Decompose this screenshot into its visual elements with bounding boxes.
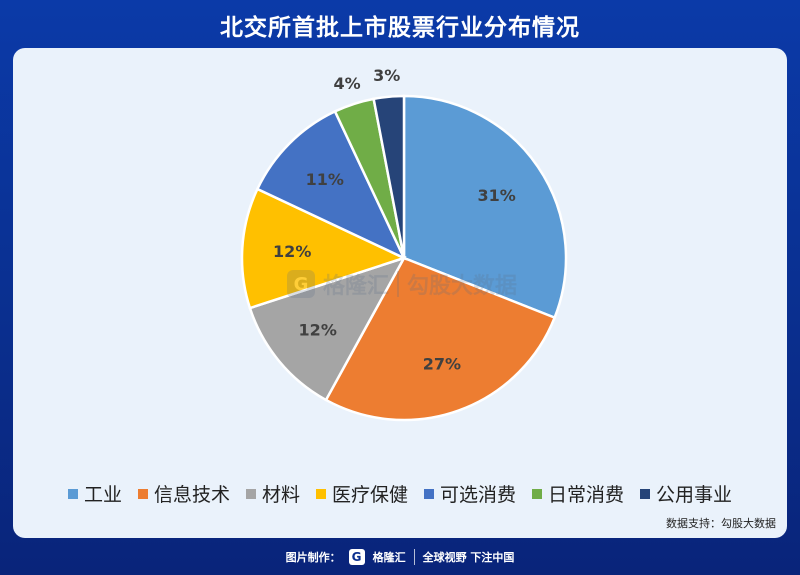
watermark: G 格隆汇 勾股大数据 xyxy=(287,268,517,300)
slice-label-2: 27% xyxy=(423,354,461,373)
slice-label-3: 12% xyxy=(299,320,337,339)
legend-swatch-7 xyxy=(640,488,651,499)
watermark-divider xyxy=(397,271,400,297)
legend-swatch-2 xyxy=(137,488,148,499)
legend-swatch-5 xyxy=(424,488,434,499)
watermark-brand: 格隆汇 xyxy=(323,274,390,299)
slice-label-5: 11% xyxy=(306,170,344,189)
chart-legend: 工业 信息技术 材料 医疗保健 可选消费 日常消费 公用事业 xyxy=(0,480,800,507)
pie-slice-7 xyxy=(372,94,406,259)
legend-label-5: 可选消费 xyxy=(440,484,517,506)
legend-label-6: 日常消费 xyxy=(548,484,625,506)
legend-swatch-1 xyxy=(67,488,78,499)
pie-slice-1 xyxy=(402,94,568,320)
legend-swatch-3 xyxy=(245,488,256,499)
legend-item-6: 日常消费 xyxy=(532,480,624,507)
footer-brand: 格隆汇 xyxy=(372,551,406,564)
chart-title: 北交所首批上市股票行业分布情况 xyxy=(220,15,580,41)
slice-label-4: 12% xyxy=(273,242,311,261)
legend-item-4: 医疗保健 xyxy=(315,480,408,507)
footer-logo-icon: G xyxy=(348,549,365,565)
pie-slice-3 xyxy=(248,255,407,402)
slice-label-7: 3% xyxy=(373,66,400,85)
legend-item-3: 材料 xyxy=(245,480,300,507)
slice-label-6: 4% xyxy=(334,74,361,93)
legend-label-3: 材料 xyxy=(261,484,300,506)
footer: 图片制作： G 格隆汇 全球视野 下注中国 xyxy=(0,545,800,569)
footer-divider xyxy=(413,549,415,565)
watermark-logo-icon: G xyxy=(287,270,315,298)
footer-made-by: 图片制作： xyxy=(285,551,341,564)
pie-slice-4 xyxy=(240,187,408,310)
legend-item-2: 信息技术 xyxy=(137,480,230,507)
legend-swatch-4 xyxy=(315,488,326,499)
pie-slice-5 xyxy=(255,109,407,261)
slice-label-1: 31% xyxy=(477,186,515,205)
legend-label-1: 工业 xyxy=(83,484,122,506)
legend-label-4: 医疗保健 xyxy=(331,484,408,506)
legend-item-5: 可选消费 xyxy=(424,480,516,507)
legend-label-7: 公用事业 xyxy=(656,484,733,506)
legend-item-7: 公用事业 xyxy=(640,480,732,507)
footer-slogan: 全球视野 下注中国 xyxy=(422,551,515,564)
source-note: 数据支持：勾股大数据 xyxy=(666,517,776,530)
legend-label-2: 信息技术 xyxy=(153,484,230,506)
legend-item-1: 工业 xyxy=(67,480,122,507)
legend-swatch-6 xyxy=(532,488,543,499)
watermark-source: 勾股大数据 xyxy=(407,274,518,299)
